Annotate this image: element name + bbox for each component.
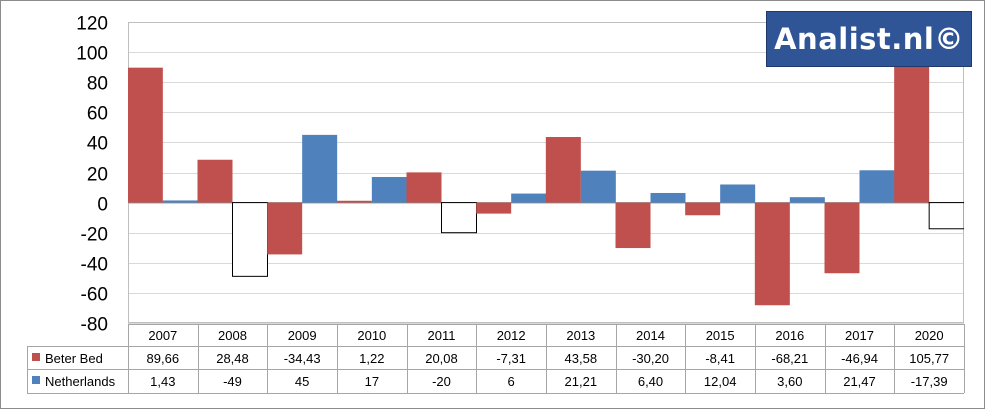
data-value-label: 105,77 <box>909 351 949 366</box>
data-value-label: 3,60 <box>777 374 802 389</box>
data-value-label: -17,39 <box>911 374 948 389</box>
beter-bed-bar <box>894 43 930 203</box>
netherlands-bar <box>371 177 407 203</box>
data-value-label: 89,66 <box>147 351 180 366</box>
data-value-label: 45 <box>295 374 309 389</box>
beter-bed-bar <box>545 137 581 203</box>
series-name: Netherlands <box>45 374 116 389</box>
beter-bed-bar <box>336 200 372 203</box>
category-label: 2007 <box>148 328 177 343</box>
legend-key-beter-bed <box>32 353 40 361</box>
netherlands-bar <box>789 197 825 203</box>
category-label: 2010 <box>357 328 386 343</box>
data-value-label: 43,58 <box>565 351 598 366</box>
category-label: 2012 <box>497 328 526 343</box>
y-tick-label: -20 <box>81 225 108 246</box>
netherlands-bar <box>162 200 198 203</box>
data-value-label: 6,40 <box>638 374 663 389</box>
data-value-label: 1,22 <box>359 351 384 366</box>
bar-group <box>128 43 964 306</box>
data-value-label: 12,04 <box>704 374 737 389</box>
netherlands-bar <box>302 134 338 203</box>
data-value-label: 28,48 <box>216 351 249 366</box>
category-label: 2015 <box>706 328 735 343</box>
netherlands-bar <box>928 202 964 230</box>
data-value-label: 1,43 <box>150 374 175 389</box>
data-value-label: -68,21 <box>771 351 808 366</box>
y-tick-label: -40 <box>81 255 108 276</box>
beter-bed-bar <box>754 202 790 306</box>
category-label: 2014 <box>636 328 665 343</box>
data-value-label: -8,41 <box>705 351 735 366</box>
data-value-label: 21,47 <box>843 374 876 389</box>
category-label: 2009 <box>288 328 317 343</box>
logo-text: Analist.nl© <box>774 22 964 56</box>
y-axis: 120 100 80 60 40 20 0 -20 -40 -60 -80 <box>76 14 108 336</box>
netherlands-bar <box>580 170 616 203</box>
y-tick-label: -80 <box>81 315 108 336</box>
category-label: 2011 <box>428 328 456 343</box>
data-value-label: 17 <box>365 374 379 389</box>
y-tick-label: 80 <box>87 74 108 95</box>
beter-bed-bar <box>406 172 442 203</box>
netherlands-bar <box>511 193 547 203</box>
data-value-label: -49 <box>223 374 242 389</box>
beter-bed-bar <box>128 67 163 203</box>
netherlands-bar <box>650 192 686 203</box>
netherlands-bar <box>441 202 477 234</box>
netherlands-bar <box>232 202 268 277</box>
y-tick-label: 100 <box>76 44 108 65</box>
beter-bed-bar <box>197 159 233 203</box>
y-tick-label: 40 <box>87 134 108 155</box>
data-value-label: 6 <box>508 374 515 389</box>
beter-bed-bar <box>476 202 512 214</box>
beter-bed-bar <box>267 202 303 255</box>
bars <box>128 43 964 306</box>
category-label: 2013 <box>566 328 595 343</box>
category-label: 2017 <box>845 328 874 343</box>
beter-bed-bar <box>824 202 860 274</box>
series-name: Beter Bed <box>45 351 103 366</box>
y-tick-label: -60 <box>81 285 108 306</box>
category-label: 2008 <box>218 328 247 343</box>
y-tick-label: 120 <box>76 14 108 35</box>
data-table: 2007 89,66 1,43 2008 28,48 -49 2009 -34,43 45 201… <box>27 324 965 394</box>
y-tick-label: 60 <box>87 104 108 125</box>
y-tick-label: 20 <box>87 165 108 186</box>
beter-bed-bar <box>685 202 721 216</box>
netherlands-bar <box>720 184 756 203</box>
netherlands-bar <box>859 170 895 203</box>
data-value-label: 20,08 <box>425 351 458 366</box>
category-label: 2020 <box>915 328 944 343</box>
data-value-label: -34,43 <box>284 351 321 366</box>
data-value-label: -7,31 <box>496 351 526 366</box>
beter-bed-bar <box>615 202 651 249</box>
data-value-label: -46,94 <box>841 351 878 366</box>
data-value-label: -30,20 <box>632 351 669 366</box>
category-label: 2016 <box>775 328 804 343</box>
data-value-label: 21,21 <box>565 374 598 389</box>
legend-key-netherlands <box>32 376 40 384</box>
data-value-label: -20 <box>432 374 451 389</box>
y-tick-label: 0 <box>97 195 108 216</box>
analist-logo: Analist.nl© <box>766 11 972 67</box>
